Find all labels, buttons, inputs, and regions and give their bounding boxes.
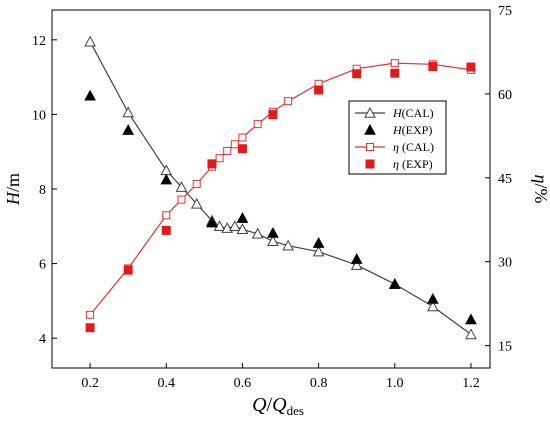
series-2-point: [427, 292, 439, 304]
series-2-point: [388, 278, 401, 289]
series-3-point: [192, 179, 201, 188]
series-2-point: [267, 226, 279, 238]
legend-item-3-marker: [366, 143, 374, 151]
legend: H(CAL)H(EXP)η (CAL)η (EXP): [348, 100, 447, 175]
series-2-point: [465, 313, 477, 325]
series-1-point: [122, 106, 135, 118]
series-4-point: [85, 323, 95, 333]
axis-ticks: 0.2 0.4 0.6 0.8 1.0 1.2 4 6 8 10 12 15 30 45 60 75: [32, 4, 512, 391]
legend-item-1-label: H(CAL): [392, 106, 434, 120]
series-4-point: [352, 69, 362, 79]
series-1-point: [282, 239, 294, 251]
series-1-point: [312, 245, 325, 257]
x-tick-label: 1.0: [386, 376, 404, 391]
series-4-point: [161, 225, 171, 235]
series-3-point: [215, 154, 224, 163]
series-4-point: [428, 61, 438, 71]
y-left-tick-label: 10: [32, 108, 46, 123]
series-2-point: [312, 237, 325, 248]
y-axis-title-right: η/%: [531, 175, 550, 204]
legend-item-4: η (EXP): [365, 157, 433, 171]
legend-item-2-label: H(EXP): [392, 123, 432, 137]
x-tick-label: 1.2: [462, 376, 480, 391]
x-tick-label: 0.4: [158, 376, 176, 391]
series-3-point: [253, 120, 262, 129]
y-left-tick-label: 6: [39, 258, 46, 273]
series-1-point: [427, 300, 439, 312]
series-1-point: [267, 235, 279, 246]
y-left-tick-label: 4: [39, 332, 46, 347]
legend-item-1-label-suffix: (CAL): [402, 106, 434, 120]
legend-item-2-label-symbol: H: [392, 123, 403, 137]
series-1-point: [160, 164, 173, 176]
x-tick-label: 0.2: [81, 376, 99, 391]
legend-item-4-marker: [365, 159, 375, 169]
x-tick-label: 0.6: [234, 376, 252, 391]
series-4-point: [237, 144, 247, 154]
legend-item-4-label-symbol: η: [393, 157, 399, 171]
series-1-point: [228, 220, 241, 232]
legend-item-1-label-symbol: H: [392, 106, 403, 120]
series-1-point: [175, 181, 188, 192]
series-3-point: [86, 310, 95, 319]
y-right-tick-label: 15: [498, 340, 512, 355]
legend-item-2: H(EXP): [364, 123, 432, 137]
series-layer: [84, 35, 477, 340]
series-3: [86, 59, 475, 319]
legend-item-2-label-suffix: (EXP): [402, 123, 433, 137]
series-4-point: [268, 110, 278, 120]
y-right-tick-label: 75: [498, 4, 512, 19]
series-3-point: [177, 195, 186, 204]
y-right-tick-label: 45: [498, 172, 512, 187]
series-3-point: [230, 140, 239, 149]
series-4: [85, 61, 476, 333]
series-4-point: [314, 85, 324, 95]
series-2-point: [84, 89, 96, 101]
y-left-tick-label: 12: [32, 34, 46, 49]
series-2-point: [350, 253, 363, 264]
legend-item-3-label: η (CAL): [393, 140, 434, 154]
series-3-point: [162, 211, 171, 220]
series-4-point: [123, 265, 133, 275]
series-4-point: [390, 68, 400, 78]
legend-item-3: η (CAL): [355, 140, 434, 154]
series-1-point: [84, 35, 96, 47]
series-1-point: [251, 227, 264, 239]
series-2: [84, 89, 477, 325]
legend-item-3-label-suffix: (CAL): [399, 140, 434, 154]
y-left-tick-label: 8: [39, 183, 46, 198]
series-1-point: [465, 328, 477, 340]
series-4-point: [207, 159, 217, 169]
series-1-point: [236, 223, 249, 235]
series-1: [84, 35, 477, 340]
series-1-point: [213, 220, 226, 232]
y-axis-title-left: H/m: [3, 173, 23, 206]
legend-item-3-label-symbol: η: [393, 140, 399, 154]
legend-item-1-marker: [364, 106, 376, 118]
series-3-point: [390, 59, 399, 68]
series-3-point: [223, 146, 232, 155]
legend-item-1: H(CAL): [355, 106, 434, 120]
series-1-point: [350, 259, 363, 270]
x-axis-title: Q/Qdes: [252, 394, 304, 418]
legend-item-2-marker: [364, 123, 376, 135]
y-right-tick-label: 60: [498, 88, 512, 103]
legend-item-4-label-suffix: (EXP): [399, 157, 433, 171]
series-2-point: [160, 173, 173, 185]
series-2-point: [206, 216, 218, 228]
series-3-point: [238, 133, 247, 142]
x-tick-label: 0.8: [310, 376, 328, 391]
series-2-point: [122, 124, 135, 135]
series-1-line: [89, 41, 472, 335]
y-right-tick-label: 30: [498, 256, 512, 271]
series-4-point: [466, 62, 476, 72]
series-3-point: [284, 97, 293, 106]
series-2-point: [236, 212, 249, 223]
legend-item-4-label: η (EXP): [393, 157, 433, 171]
series-1-point: [190, 197, 203, 209]
